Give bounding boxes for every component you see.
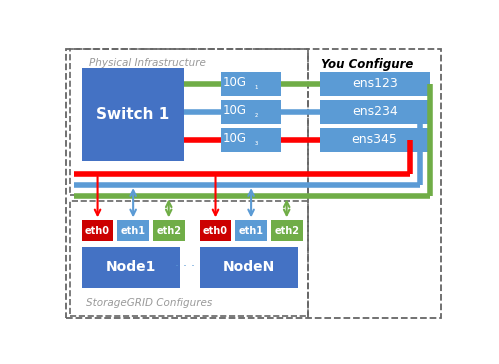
Text: Node1: Node1 (106, 260, 156, 274)
Bar (153, 220, 185, 241)
Text: You Configure: You Configure (321, 58, 414, 71)
Bar (82, 247, 180, 288)
Text: ₁: ₁ (255, 82, 258, 91)
Text: Switch 1: Switch 1 (96, 107, 170, 122)
Text: StorageGRID Configures: StorageGRID Configures (86, 298, 212, 308)
Bar (70, 201, 308, 316)
Bar (221, 72, 281, 95)
Text: 10G: 10G (222, 76, 247, 89)
Text: eth1: eth1 (121, 226, 146, 236)
Bar (82, 67, 184, 161)
Text: eth2: eth2 (156, 226, 181, 236)
Bar (70, 49, 308, 195)
Bar (117, 220, 149, 241)
Bar (319, 100, 430, 123)
Bar (221, 100, 281, 123)
Text: ens234: ens234 (352, 105, 398, 118)
Text: Physical Infrastructure: Physical Infrastructure (89, 58, 206, 68)
Text: ens345: ens345 (352, 133, 398, 146)
Bar (235, 220, 267, 241)
Text: ₃: ₃ (255, 138, 258, 147)
Text: · · ·: · · · (175, 260, 195, 273)
Text: eth0: eth0 (203, 226, 228, 236)
Text: ens123: ens123 (352, 77, 398, 90)
Bar (221, 128, 281, 151)
Text: eth0: eth0 (85, 226, 110, 236)
Bar (319, 72, 430, 95)
Bar (200, 247, 298, 288)
Text: eth1: eth1 (239, 226, 263, 236)
Bar (200, 220, 232, 241)
Text: 10G: 10G (222, 132, 247, 145)
Text: eth2: eth2 (274, 226, 299, 236)
Bar (82, 220, 113, 241)
Text: ₂: ₂ (255, 110, 258, 119)
Bar (271, 220, 302, 241)
Text: NodeN: NodeN (223, 260, 275, 274)
Text: 10G: 10G (222, 104, 247, 117)
Bar (319, 128, 430, 151)
